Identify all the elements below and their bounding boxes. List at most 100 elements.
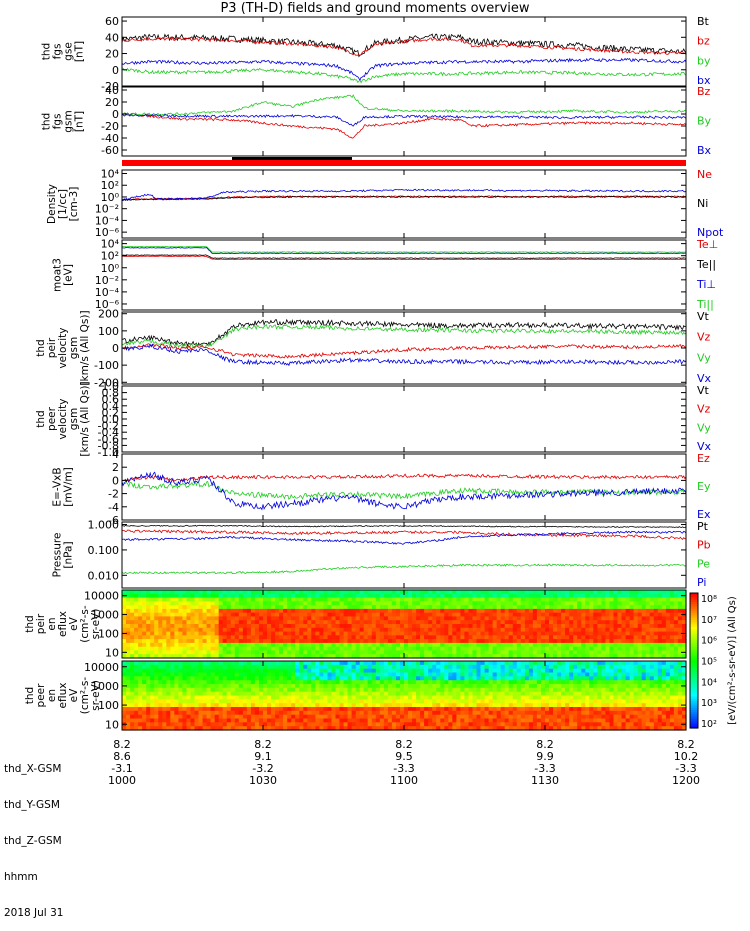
spectrogram-cell: [597, 594, 602, 598]
spectrogram-cell: [295, 635, 300, 639]
spectrogram-cell: [283, 628, 288, 632]
spectrogram-cell: [569, 692, 574, 696]
spectrogram-cell: [219, 676, 224, 680]
spectrogram-cell: [283, 676, 288, 680]
spectrogram-cell: [489, 711, 494, 715]
spectrogram-cell: [452, 707, 457, 711]
spectrogram-cell: [440, 620, 445, 624]
spectrogram-cell: [235, 661, 240, 665]
spectrogram-cell: [452, 590, 457, 594]
spectrogram-cell: [255, 711, 260, 715]
spectrogram-cell: [481, 628, 486, 632]
spectrogram-cell: [259, 639, 264, 643]
spectrogram-cell: [477, 605, 482, 609]
panel-frame: [122, 87, 686, 156]
spectrogram-cell: [533, 719, 538, 723]
spectrogram-cell: [646, 605, 651, 609]
spectrogram-cell: [497, 616, 502, 620]
spectrogram-cell: [158, 692, 163, 696]
spectrogram-cell: [162, 624, 167, 628]
spectrogram-cell: [255, 590, 260, 594]
spectrogram-cell: [291, 590, 296, 594]
spectrogram-cell: [215, 707, 220, 711]
spectrogram-cell: [489, 601, 494, 605]
spectrogram-cell: [481, 661, 486, 665]
spectrogram-cell: [416, 650, 421, 654]
spectrogram-cell: [658, 635, 663, 639]
spectrogram-cell: [376, 616, 381, 620]
spectrogram-cell: [150, 707, 155, 711]
spectrogram-cell: [368, 620, 373, 624]
spectrogram-cell: [432, 605, 437, 609]
spectrogram-cell: [581, 594, 586, 598]
spectrogram-cell: [509, 688, 514, 692]
spectrogram-cell: [440, 661, 445, 665]
spectrogram-cell: [477, 711, 482, 715]
spectrogram-cell: [255, 676, 260, 680]
spectrogram-cell: [460, 665, 465, 669]
spectrogram-cell: [456, 703, 461, 707]
spectrogram-cell: [392, 620, 397, 624]
spectrogram-cell: [670, 620, 675, 624]
spectrogram-cell: [332, 635, 337, 639]
spectrogram-cell: [291, 680, 296, 684]
spectrogram-cell: [440, 711, 445, 715]
spectrogram-cell: [283, 719, 288, 723]
spectrogram-cell: [541, 684, 546, 688]
spectrogram-cell: [541, 676, 546, 680]
spectrogram-cell: [231, 594, 236, 598]
spectrogram-cell: [601, 669, 606, 673]
spectrogram-cell: [525, 635, 530, 639]
spectrogram-cell: [336, 605, 341, 609]
spectrogram-cell: [593, 605, 598, 609]
spectrogram-cell: [650, 624, 655, 628]
spectrogram-cell: [448, 715, 453, 719]
spectrogram-cell: [569, 688, 574, 692]
spectrogram-cell: [279, 620, 284, 624]
spectrogram-cell: [589, 635, 594, 639]
spectrogram-cell: [340, 680, 345, 684]
spectrogram-cell: [642, 639, 647, 643]
spectrogram-cell: [150, 684, 155, 688]
spectrogram-cell: [207, 669, 212, 673]
spectrogram-cell: [368, 692, 373, 696]
spectrogram-cell: [392, 673, 397, 677]
spectrogram-cell: [577, 628, 582, 632]
spectrogram-cell: [448, 669, 453, 673]
spectrogram-cell: [569, 609, 574, 613]
spectrogram-cell: [456, 719, 461, 723]
spectrogram-cell: [597, 601, 602, 605]
spectrogram-cell: [597, 620, 602, 624]
spectrogram-cell: [525, 688, 530, 692]
spectrogram-cell: [477, 692, 482, 696]
spectrogram-cell: [255, 696, 260, 700]
spectrogram-cell: [501, 703, 506, 707]
spectrogram-cell: [537, 624, 542, 628]
spectrogram-cell: [380, 699, 385, 703]
spectrogram-cell: [134, 696, 139, 700]
spectrogram-cell: [448, 673, 453, 677]
spectrogram-cell: [336, 684, 341, 688]
y-axis-label: [mV/m]: [63, 467, 75, 506]
spectrogram-cell: [444, 609, 449, 613]
spectrogram-cell: [287, 609, 292, 613]
spectrogram-cell: [396, 639, 401, 643]
spectrogram-cell: [529, 616, 534, 620]
spectrogram-cell: [348, 661, 353, 665]
spectrogram-cell: [162, 669, 167, 673]
spectrogram-cell: [142, 628, 147, 632]
spectrogram-cell: [178, 650, 183, 654]
spectrogram-cell: [525, 594, 530, 598]
spectrogram-cell: [311, 669, 316, 673]
spectrogram-cell: [614, 601, 619, 605]
spectrogram-cell: [187, 643, 192, 647]
spectrogram-cell: [182, 609, 187, 613]
spectrogram-cell: [404, 707, 409, 711]
spectrogram-cell: [130, 594, 135, 598]
spectrogram-cell: [557, 601, 562, 605]
spectrogram-cell: [207, 719, 212, 723]
spectrogram-cell: [126, 711, 131, 715]
spectrogram-cell: [376, 639, 381, 643]
spectrogram-cell: [638, 624, 643, 628]
spectrogram-cell: [203, 722, 208, 726]
